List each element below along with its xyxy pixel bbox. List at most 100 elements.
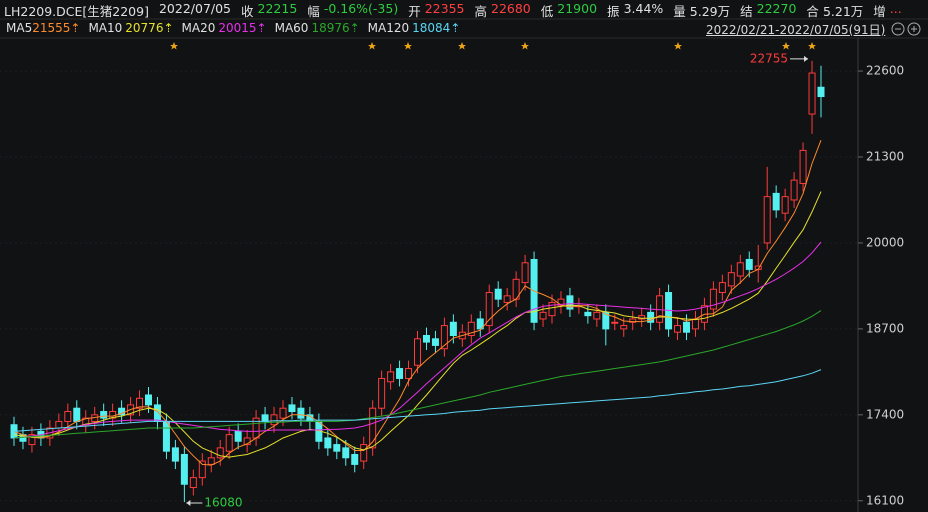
candle-body [324,437,332,449]
star [674,42,682,50]
quote-value: 3.44% [623,1,664,16]
zoom-out[interactable] [891,22,905,36]
quote-label: 量 [673,4,686,19]
ma-line [13,191,822,458]
extreme-arrowhead [186,500,191,506]
star [521,42,529,50]
candle-body [566,295,574,310]
candle-body [55,420,63,429]
quote-bar: LH2209.DCE[生猪2209] 2022/07/05 收 22215 幅 -0.… [4,1,902,19]
candle-body [243,437,251,446]
candle-body [808,72,816,115]
candle-body [198,460,206,479]
candle-body [521,262,529,284]
legend-value: 18084⇡ [412,21,461,35]
candle-body [333,444,341,452]
quote-value: 22270 [756,1,797,16]
candle-body [611,321,619,324]
candle-body [261,414,269,422]
candle-body [440,325,448,350]
quote-label: 合 [806,4,819,19]
quote-value: 22355 [424,1,465,16]
candle-body [387,371,395,383]
quote-value: 22215 [257,1,298,16]
candle-body [602,311,610,330]
candle-body [449,321,457,336]
candle-body [494,288,502,300]
quote-value: 22680 [491,1,531,16]
candle-body [772,192,780,211]
candle-body [763,196,771,244]
candle-body [136,397,144,409]
legend-value: 20776⇡ [125,21,174,35]
legend-name: MA10 [88,21,123,35]
candle-body [64,411,72,422]
candle-body [100,411,108,419]
candle-body [817,86,825,98]
quote-label: 幅 [307,4,320,19]
candle-body [270,414,278,426]
candle-body [638,315,646,320]
candle-body [548,301,556,317]
y-tick-label: 22600 [866,64,904,78]
low-label: 16080 [204,496,242,510]
star [170,42,178,50]
quote-value: 21900 [557,1,598,16]
legend-name: MA60 [274,21,309,35]
y-tick-label: 18700 [866,321,904,335]
candle-body [342,447,350,459]
candle-body [422,334,430,343]
candle-body [593,311,601,320]
high-label: 22755 [750,51,788,65]
candle-body [360,444,368,462]
candle-body [225,434,233,452]
candle-body [396,368,404,379]
legend-name: MA120 [367,21,410,35]
candle-body [727,272,735,287]
quote-value: 5.29万 [689,4,731,19]
candle-body [73,407,81,422]
symbol: LH2209.DCE[生猪2209] [4,4,149,19]
candle-body [288,404,296,413]
quote-value: -0.16%(-35) [323,1,399,16]
quote-label: 低 [540,4,554,19]
y-tick-label: 17400 [866,407,904,421]
candle-body [709,288,717,310]
date: 2022/07/05 [158,1,232,16]
legend-value: 21555⇡ [32,21,81,35]
candle-body [467,321,475,336]
candle-body [485,292,493,327]
star [368,42,376,50]
candle-body [745,258,753,270]
event-stars [170,42,816,50]
ma-line [13,369,822,432]
zoom-in[interactable] [907,22,921,36]
candle-body [207,457,215,465]
date-range[interactable]: 2022/02/21-2022/07/05(91日) [706,23,886,37]
quote-label: 收 [241,4,254,19]
candle-body [162,420,170,452]
ma-line [13,310,822,439]
ma-legend: MA5 21555⇡ MA10 20776⇡ MA20 20015⇡ MA60 18976⇡ M… [6,21,460,35]
zoom-buttons [891,22,921,36]
candle-body [790,179,798,201]
candle-body [656,295,664,323]
star [782,42,790,50]
candle-body [118,407,126,416]
ma-line [13,241,822,439]
candle-body [145,394,152,406]
legend-value: 20015⇡ [218,21,267,35]
candle-body [180,453,188,485]
quote-label: 高 [474,4,487,19]
candle-body [405,368,413,379]
candle-body [189,477,197,489]
candle-body [431,338,439,346]
candle-body [234,430,242,442]
candle-body [799,149,807,184]
candle-body [620,325,628,330]
candle-body [503,295,511,303]
candle-body [171,447,179,462]
